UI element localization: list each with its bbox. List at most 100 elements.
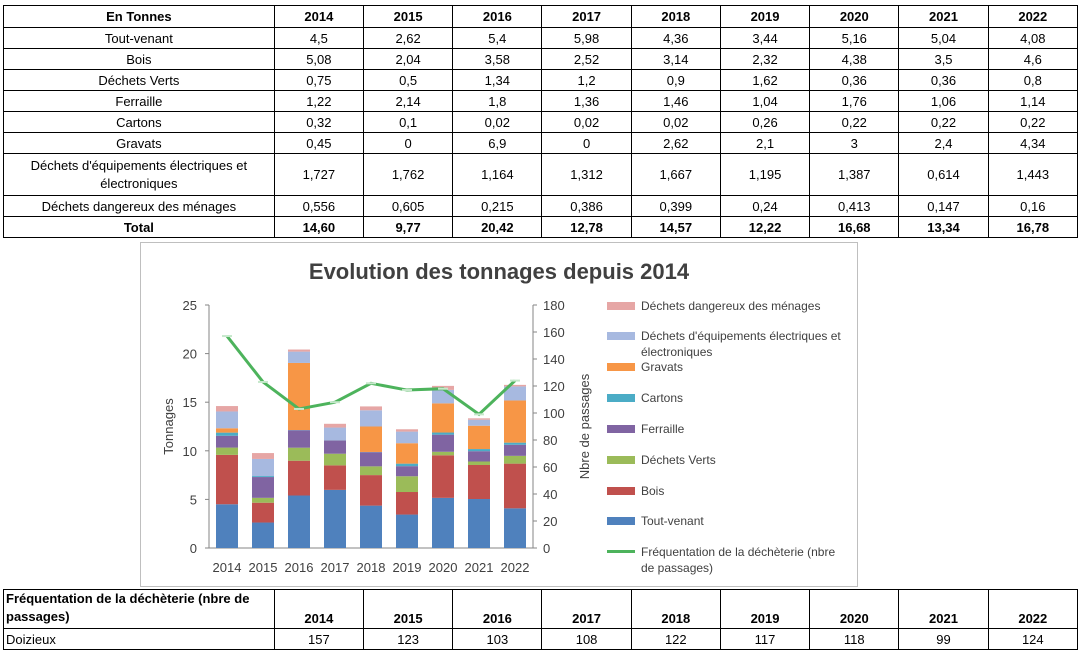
table-cell: 0,614 bbox=[898, 153, 989, 196]
table-cell: 108 bbox=[541, 628, 632, 650]
bar-segment bbox=[468, 499, 490, 548]
table-cell: 2,52 bbox=[541, 48, 632, 70]
legend-label: Fréquentation de la déchèterie (nbre de … bbox=[641, 545, 836, 575]
bar-segment bbox=[360, 452, 382, 467]
bar-segment bbox=[216, 454, 238, 505]
legend-label: Cartons bbox=[641, 391, 684, 405]
x-tick-label: 2018 bbox=[357, 560, 386, 575]
table-cell: 0,1 bbox=[362, 111, 454, 133]
bar-segment bbox=[252, 522, 274, 548]
table-cell: 118 bbox=[809, 628, 900, 650]
table-cell: 0,147 bbox=[898, 195, 989, 217]
y2-tick-label: 100 bbox=[543, 406, 565, 421]
table-cell: 1,22 bbox=[273, 90, 364, 112]
y2-tick-label: 80 bbox=[543, 433, 557, 448]
y-axis-label: Tonnages bbox=[161, 398, 176, 455]
table-cell: 1,14 bbox=[987, 90, 1079, 112]
year-header: 2014 bbox=[273, 589, 364, 629]
bar-segment bbox=[324, 465, 346, 490]
table-cell: 0,8 bbox=[987, 69, 1079, 91]
table-cell: 0,26 bbox=[719, 111, 811, 133]
table-cell: 4,6 bbox=[987, 48, 1079, 70]
legend-label: Déchets dangereux des ménages bbox=[641, 299, 821, 313]
table-cell: 0,02 bbox=[452, 111, 543, 133]
attendance-header-row: Fréquentation de la déchèterie (nbre de … bbox=[3, 589, 1079, 629]
table-cell: 1,2 bbox=[541, 69, 632, 91]
table-cell: 0,24 bbox=[719, 195, 811, 217]
table-cell: 1,62 bbox=[719, 69, 811, 91]
bar-segment bbox=[252, 476, 274, 478]
bar-segment bbox=[360, 406, 382, 411]
x-tick-label: 2022 bbox=[501, 560, 530, 575]
x-tick-label: 2015 bbox=[249, 560, 278, 575]
table-row: Tout-venant 4,5 2,62 5,4 5,98 4,36 3,44 5,16 5,0… bbox=[3, 27, 1079, 49]
row-label: Déchets d'équipements électriques et éle… bbox=[3, 153, 275, 196]
row-label: Total bbox=[3, 216, 275, 238]
table-cell: 0,22 bbox=[898, 111, 989, 133]
row-label: Ferraille bbox=[3, 90, 275, 112]
bar-segment bbox=[396, 463, 418, 467]
row-label: Déchets dangereux des ménages bbox=[3, 195, 275, 217]
table-cell: 0,22 bbox=[987, 111, 1079, 133]
table-cell: 0,75 bbox=[273, 69, 364, 91]
bar-segment bbox=[252, 477, 274, 498]
bar-segment bbox=[432, 432, 454, 435]
bar-segment bbox=[396, 431, 418, 444]
total-cell: 16,68 bbox=[809, 216, 900, 238]
legend-label: Déchets Verts bbox=[641, 453, 716, 467]
table-row: Gravats 0,45 0 6,9 0 2,62 2,1 3 2,4 4,34 bbox=[3, 132, 1079, 154]
bar-segment bbox=[360, 426, 382, 452]
attendance-table: Fréquentation de la déchèterie (nbre de … bbox=[3, 589, 1079, 650]
bar-segment bbox=[432, 434, 454, 452]
table-cell: 4,5 bbox=[273, 27, 364, 49]
table-cell: 2,14 bbox=[362, 90, 454, 112]
table-row: Déchets d'équipements électriques et éle… bbox=[3, 153, 1079, 196]
bar-segment bbox=[504, 463, 526, 509]
legend-swatch bbox=[607, 425, 635, 433]
table-cell: 4,08 bbox=[987, 27, 1079, 49]
table-cell: 0,9 bbox=[630, 69, 721, 91]
legend-swatch bbox=[607, 517, 635, 525]
row-label: Déchets Verts bbox=[3, 69, 275, 91]
y-tick-label: 20 bbox=[183, 347, 197, 362]
year-header: 2018 bbox=[630, 5, 721, 28]
table-cell: 1,443 bbox=[987, 153, 1079, 196]
bar-segment bbox=[360, 475, 382, 506]
legend-line-swatch bbox=[607, 550, 635, 553]
table-cell: 0,556 bbox=[273, 195, 364, 217]
table-cell: 0,413 bbox=[809, 195, 900, 217]
table-cell: 0,5 bbox=[362, 69, 454, 91]
row-label: Gravats bbox=[3, 132, 275, 154]
total-cell: 9,77 bbox=[362, 216, 454, 238]
y-tick-label: 25 bbox=[183, 298, 197, 313]
total-cell: 12,22 bbox=[719, 216, 811, 238]
x-tick-label: 2016 bbox=[285, 560, 314, 575]
bar-segment bbox=[288, 447, 310, 461]
total-cell: 12,78 bbox=[541, 216, 632, 238]
table-cell: 0,02 bbox=[541, 111, 632, 133]
year-header: 2022 bbox=[987, 5, 1079, 28]
x-tick-label: 2021 bbox=[465, 560, 494, 575]
bar-segment bbox=[432, 455, 454, 498]
bar-segment bbox=[468, 418, 490, 420]
table-row: Ferraille 1,22 2,14 1,8 1,36 1,46 1,04 1,76 1,06… bbox=[3, 90, 1079, 112]
table-cell: 0,399 bbox=[630, 195, 721, 217]
table-cell: 4,38 bbox=[809, 48, 900, 70]
legend-label: Bois bbox=[641, 484, 665, 498]
total-cell: 16,78 bbox=[987, 216, 1079, 238]
table-cell: 4,36 bbox=[630, 27, 721, 49]
legend-label: Déchets d'équipements électriques et éle… bbox=[641, 329, 841, 359]
table-cell: 0 bbox=[541, 132, 632, 154]
year-header: 2018 bbox=[630, 589, 721, 629]
table-cell: 0,36 bbox=[898, 69, 989, 91]
bar-segment bbox=[216, 504, 238, 548]
table-cell: 99 bbox=[898, 628, 989, 650]
bar-segment bbox=[504, 455, 526, 464]
attendance-header: Fréquentation de la déchèterie (nbre de … bbox=[3, 589, 275, 629]
table-cell: 122 bbox=[630, 628, 721, 650]
bar-segment bbox=[324, 427, 346, 441]
bar-segment bbox=[396, 466, 418, 477]
bar-segment bbox=[468, 451, 490, 462]
year-header: 2019 bbox=[719, 5, 811, 28]
x-tick-label: 2020 bbox=[429, 560, 458, 575]
